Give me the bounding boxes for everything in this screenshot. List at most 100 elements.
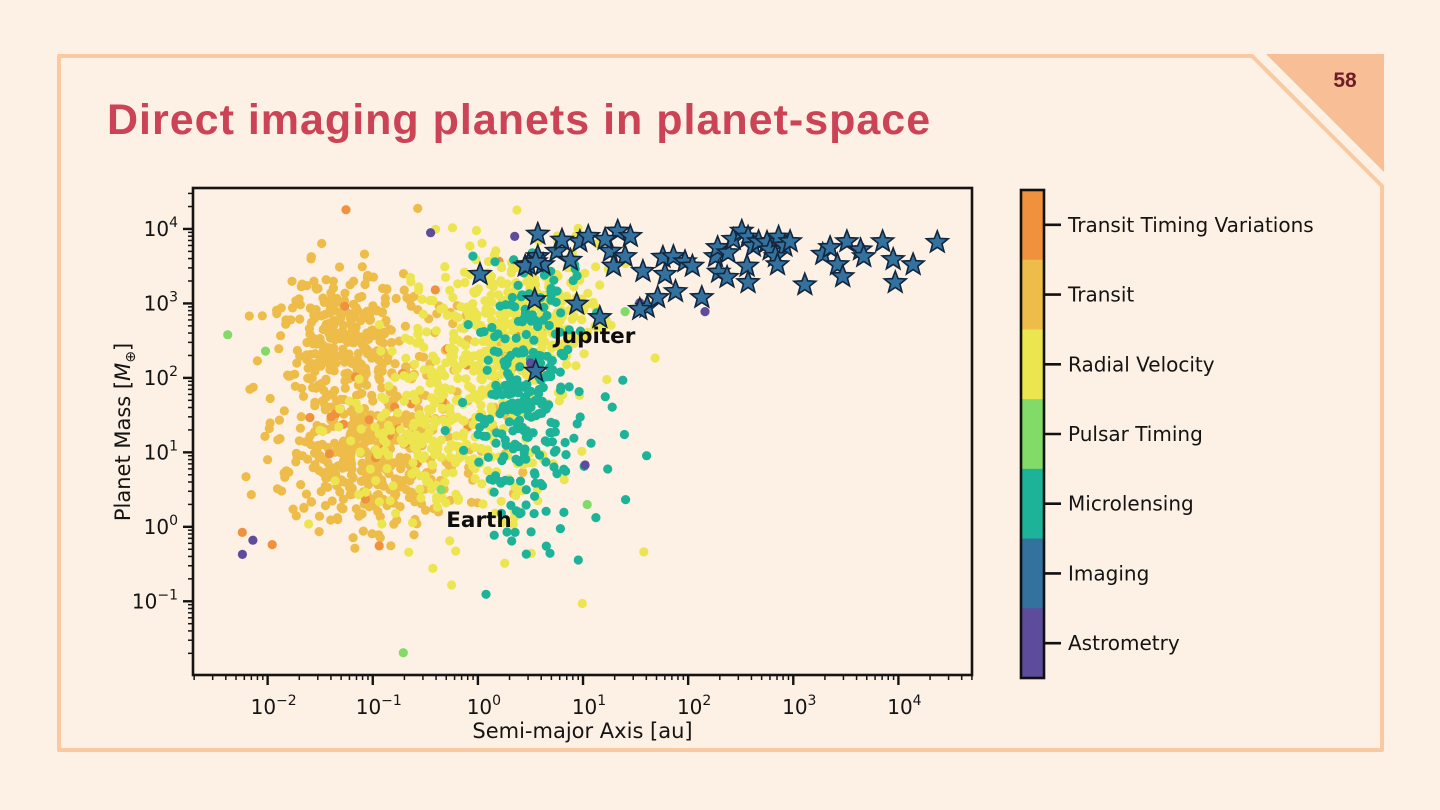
imaging-star-marker <box>704 233 731 259</box>
imaging-star-marker <box>816 233 844 259</box>
planet-dot <box>504 371 514 381</box>
planet-dot <box>312 444 322 455</box>
planet-dot <box>260 346 271 356</box>
planet-dot <box>357 291 367 302</box>
planet-dot <box>382 285 392 295</box>
planet-dot <box>390 359 400 369</box>
planet-dot <box>437 403 447 413</box>
planet-dot <box>387 337 397 348</box>
imaging-star-marker <box>575 222 602 248</box>
planet-dot <box>572 419 582 429</box>
planet-dot <box>331 358 341 368</box>
planet-dot <box>520 383 531 393</box>
planet-dot <box>521 500 531 510</box>
planet-dot <box>580 460 590 470</box>
planet-dot <box>561 450 571 460</box>
imaging-star-marker <box>644 283 671 309</box>
planet-dot <box>519 395 529 405</box>
planet-dot <box>248 535 258 545</box>
planet-dot <box>346 420 356 430</box>
planet-dot <box>445 285 455 295</box>
planet-dot <box>530 478 541 488</box>
imaging-star-marker <box>524 220 551 246</box>
planet-dot <box>295 423 305 433</box>
planet-dot <box>591 262 601 272</box>
planet-dot <box>510 527 520 538</box>
y-tick-label: 103 <box>144 289 178 315</box>
planet-dot <box>508 519 518 530</box>
planet-dot <box>477 372 487 383</box>
planet-dot <box>550 419 560 429</box>
planet-dot <box>491 438 501 448</box>
planet-dot <box>413 450 423 461</box>
planet-dot <box>281 319 291 329</box>
legend-label-transit-timing-variations: Transit Timing Variations <box>1067 213 1314 237</box>
x-tick-label: 10−2 <box>251 693 297 719</box>
planet-dot <box>323 466 333 476</box>
imaging-star-marker <box>829 262 856 288</box>
planet-dot <box>515 509 525 519</box>
planet-dot <box>276 331 286 341</box>
planet-dot <box>639 547 649 557</box>
imaging-star-marker <box>880 245 907 271</box>
planet-dot <box>287 276 297 286</box>
planet-dot <box>320 500 331 511</box>
planet-dot <box>389 519 399 529</box>
planet-dot <box>314 527 324 537</box>
planet-dot <box>453 279 463 289</box>
planet-dot <box>510 378 520 388</box>
planet-dot <box>321 275 331 285</box>
planet-dot <box>440 262 450 272</box>
imaging-star-marker <box>882 268 909 294</box>
planet-dot <box>409 418 419 428</box>
colorbar-segment-microlensing <box>1021 468 1044 540</box>
planet-dot <box>348 533 358 543</box>
planet-dot <box>491 246 501 256</box>
imaging-star-marker <box>764 250 791 276</box>
planet-dot <box>356 424 366 434</box>
planet-dot <box>502 359 512 369</box>
annotations: Jupiter Earth <box>446 324 635 533</box>
planet-dot <box>354 374 364 384</box>
y-axis-label: Planet Mass [M⊕] <box>111 343 139 521</box>
planet-dot <box>333 514 343 525</box>
planet-dot <box>477 479 487 489</box>
imaging-star-marker <box>833 227 860 253</box>
planet-dot <box>390 474 400 484</box>
planet-dot <box>551 297 561 307</box>
x-tick-label: 101 <box>572 693 606 719</box>
planet-dot <box>283 370 293 380</box>
planet-dot <box>305 412 315 423</box>
planet-dot <box>244 311 254 321</box>
y-tick-label: 102 <box>144 364 178 390</box>
planet-dot <box>386 541 396 551</box>
planet-dot <box>388 481 398 491</box>
planet-dot <box>345 314 356 324</box>
planet-dot <box>380 394 390 404</box>
planet-dot <box>430 285 440 295</box>
planet-dot <box>489 487 499 497</box>
planet-dot <box>331 469 341 479</box>
planet-dot <box>390 372 400 382</box>
y-tick-label: 101 <box>144 438 178 464</box>
planet-dot <box>387 346 397 356</box>
planet-dot <box>461 304 471 314</box>
planet-dot <box>441 468 451 478</box>
planet-dot <box>336 502 346 512</box>
planet-dot <box>294 436 304 446</box>
planet-dot <box>491 428 502 438</box>
planet-dot <box>448 292 458 303</box>
planet-dot <box>444 444 454 454</box>
planet-dot <box>323 458 333 468</box>
planet-dot <box>330 476 340 486</box>
planet-dot <box>429 352 439 362</box>
planet-dot <box>471 225 481 236</box>
planet-dot <box>375 375 385 385</box>
planet-dot <box>442 418 452 428</box>
planet-dot <box>573 223 583 233</box>
annotation-jupiter: Jupiter <box>552 324 636 349</box>
planet-dot <box>371 306 382 316</box>
planet-dot <box>487 315 497 325</box>
planet-dot <box>574 387 584 397</box>
